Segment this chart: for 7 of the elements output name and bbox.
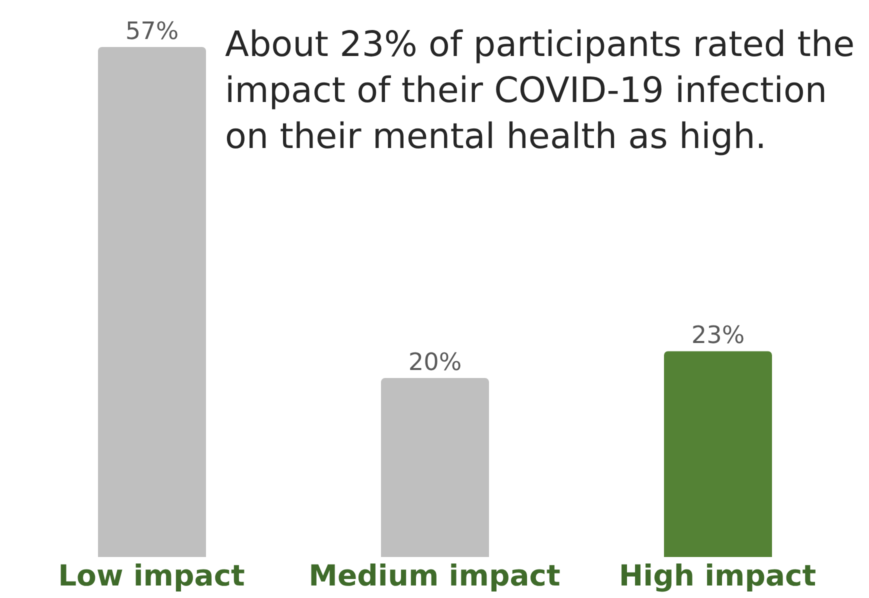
data-label: 23%: [691, 321, 745, 350]
annotation: About 23% of participants rated the impact of their COVID-19 infection on their mental health as high.: [225, 24, 856, 159]
x-tick-label: Low impact: [58, 558, 246, 593]
data-label: 57%: [125, 17, 179, 45]
x-tick-label: Medium impact: [308, 558, 560, 593]
data-label: 20%: [408, 348, 462, 376]
x-tick-label: High impact: [618, 558, 816, 593]
